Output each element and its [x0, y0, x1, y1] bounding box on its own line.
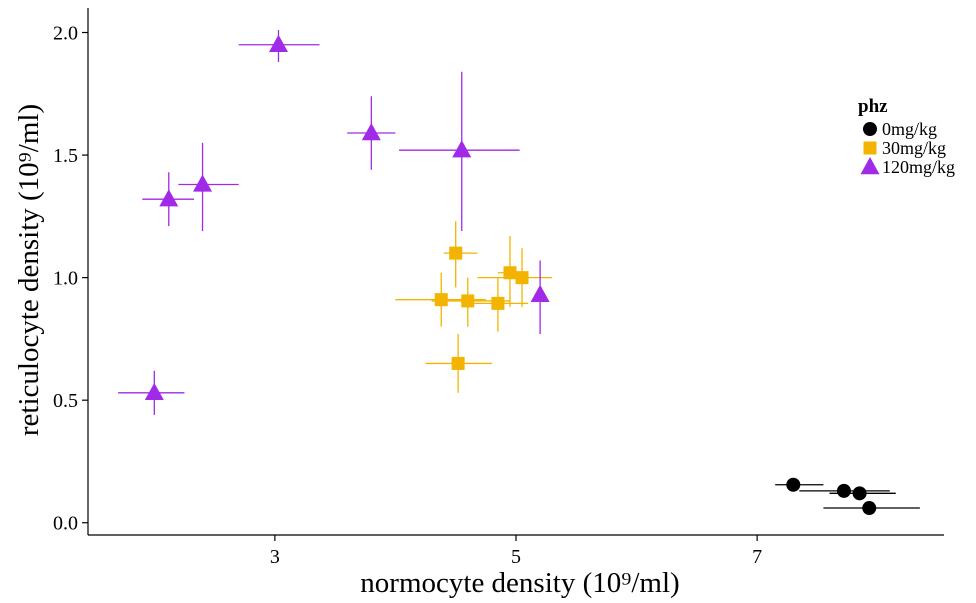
y-tick-label: 0.5: [53, 390, 78, 412]
data-point: [451, 356, 465, 370]
data-point: [461, 294, 475, 308]
series-30mg-kg: [395, 221, 553, 393]
legend-title: phz: [858, 96, 888, 117]
x-tick-label: 3: [270, 546, 280, 568]
data-point: [452, 140, 472, 158]
data-point: [159, 189, 179, 207]
data-point: [361, 123, 381, 141]
data-point: [144, 382, 164, 401]
y-axis-title: reticulocyte density (10⁹/ml): [13, 104, 45, 436]
x-tick-label: 7: [752, 546, 762, 568]
y-tick-label: 1.5: [53, 145, 78, 167]
legend-label: 30mg/kg: [882, 138, 946, 158]
data-point: [852, 486, 867, 501]
data-point: [449, 246, 463, 260]
data-point: [268, 34, 288, 52]
series-0mg-kg: [775, 477, 920, 516]
data-point: [193, 174, 213, 192]
data-point: [434, 293, 448, 307]
legend-label: 0mg/kg: [882, 119, 937, 139]
y-tick-label: 2.0: [53, 23, 78, 45]
legend-key: [860, 157, 880, 175]
data-point: [491, 296, 505, 310]
x-tick-label: 5: [511, 546, 521, 568]
legend-label: 120mg/kg: [882, 157, 955, 177]
series-120mg-kg: [118, 30, 550, 415]
x-axis-title: normocyte density (10⁹/ml): [360, 567, 679, 599]
y-tick-label: 1.0: [53, 268, 78, 290]
legend-key: [863, 141, 877, 155]
data-point: [786, 477, 801, 492]
legend-key: [863, 122, 877, 136]
plot-area: [118, 30, 920, 516]
data-point: [862, 501, 877, 516]
data-point: [503, 266, 517, 280]
data-point: [836, 483, 851, 498]
y-tick-label: 0.0: [53, 513, 78, 535]
data-point: [515, 271, 529, 285]
data-point: [530, 284, 550, 302]
axes: 3 5 7 0.0 0.5 1.0 1.5 2.0: [53, 8, 944, 568]
